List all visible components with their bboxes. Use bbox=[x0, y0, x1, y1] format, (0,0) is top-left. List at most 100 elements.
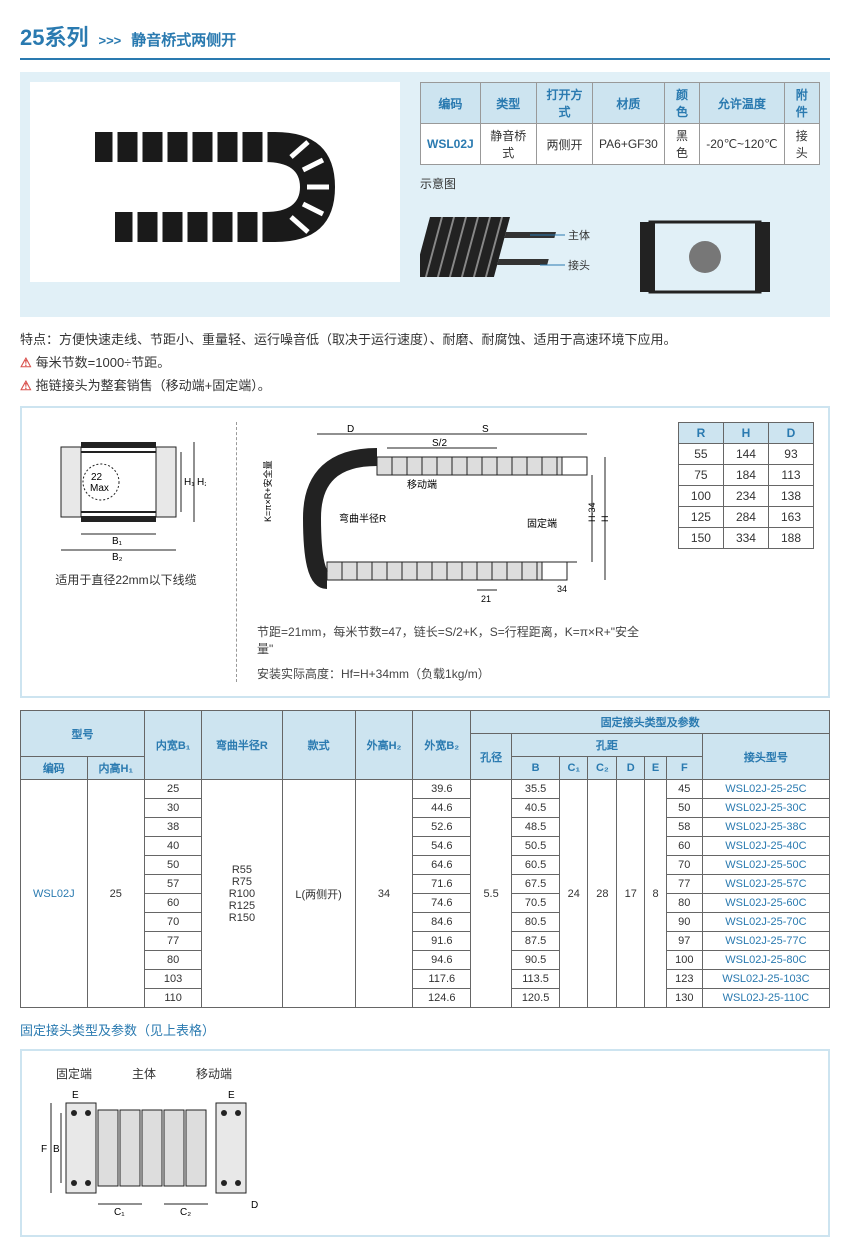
connector-top-view: EE F B C₁ C₂ D bbox=[36, 1088, 286, 1218]
diagram-labels: 固定端 主体 移动端 bbox=[36, 1065, 286, 1082]
svg-text:H: H bbox=[600, 516, 610, 523]
svg-text:E: E bbox=[228, 1090, 235, 1101]
table-cell: WSL02J-25-38C bbox=[702, 818, 829, 837]
table-cell: 60.5 bbox=[512, 856, 560, 875]
table-cell: E bbox=[645, 757, 667, 780]
table-cell: 编码 bbox=[21, 757, 88, 780]
table-cell: 弯曲半径R bbox=[202, 711, 282, 780]
table-cell: 64.6 bbox=[413, 856, 471, 875]
table-cell: 44.6 bbox=[413, 799, 471, 818]
table-cell: 型号 bbox=[21, 711, 145, 757]
svg-text:弯曲半径R: 弯曲半径R bbox=[339, 512, 386, 525]
schematic-label: 示意图 bbox=[420, 175, 820, 192]
table-cell: WSL02J-25-25C bbox=[702, 780, 829, 799]
table-cell: 80 bbox=[144, 951, 201, 970]
spec-col-header: 附件 bbox=[784, 83, 819, 124]
table-cell: 110 bbox=[144, 989, 201, 1008]
table-cell: 39.6 bbox=[413, 780, 471, 799]
table-cell: WSL02J-25-30C bbox=[702, 799, 829, 818]
table-cell: 款式 bbox=[282, 711, 355, 780]
table-cell: 50 bbox=[144, 856, 201, 875]
spec-cell: 静音桥式 bbox=[480, 124, 536, 165]
warning-note-2: ⚠拖链接头为整套销售（移动端+固定端）。 bbox=[20, 375, 830, 394]
table-cell: 54.6 bbox=[413, 837, 471, 856]
spec-cell: 两侧开 bbox=[536, 124, 592, 165]
warning-icon: ⚠ bbox=[20, 378, 32, 393]
table-cell: 117.6 bbox=[413, 970, 471, 989]
connector-diagram: 固定端 主体 移动端 EE F B C₁ C₂ D bbox=[20, 1049, 830, 1237]
table-cell: L(两侧开) bbox=[282, 780, 355, 1008]
table-cell: 100 bbox=[666, 951, 702, 970]
table-cell: 35.5 bbox=[512, 780, 560, 799]
svg-text:F: F bbox=[41, 1144, 47, 1155]
table-cell: 固定接头类型及参数 bbox=[471, 711, 830, 734]
spec-col-header: 颜色 bbox=[664, 83, 699, 124]
table-cell: 113.5 bbox=[512, 970, 560, 989]
table-cell: WSL02J-25-77C bbox=[702, 932, 829, 951]
table-cell: 67.5 bbox=[512, 875, 560, 894]
table-cell: 60 bbox=[666, 837, 702, 856]
svg-text:D: D bbox=[347, 424, 354, 435]
table-cell: 24 bbox=[560, 780, 588, 1008]
table-cell: 40 bbox=[144, 837, 201, 856]
table-cell: 内宽B₁ bbox=[144, 711, 201, 780]
svg-text:B₂: B₂ bbox=[112, 552, 123, 562]
table-cell: 外高H₂ bbox=[355, 711, 413, 780]
table-cell: 80.5 bbox=[512, 913, 560, 932]
dimension-section: 22Max H₁ H₂ B₁ B₂ 适用于直径22mm以下线缆 D S S/2 … bbox=[20, 406, 830, 698]
footer-note: 固定接头类型及参数（见上表格） bbox=[20, 1020, 830, 1039]
svg-text:22: 22 bbox=[91, 472, 103, 483]
table-cell: 孔距 bbox=[512, 734, 703, 757]
table-cell: 87.5 bbox=[512, 932, 560, 951]
table-cell: 70 bbox=[144, 913, 201, 932]
table-cell: WSL02J-25-57C bbox=[702, 875, 829, 894]
spec-col-header: 类型 bbox=[480, 83, 536, 124]
spec-col-header: 编码 bbox=[421, 83, 481, 124]
table-cell: 50.5 bbox=[512, 837, 560, 856]
table-cell: 25 bbox=[144, 780, 201, 799]
table-cell: 50 bbox=[666, 799, 702, 818]
table-cell: WSL02J-25-60C bbox=[702, 894, 829, 913]
table-cell: WSL02J-25-40C bbox=[702, 837, 829, 856]
table-cell: 74.6 bbox=[413, 894, 471, 913]
table-cell: 5.5 bbox=[471, 780, 512, 1008]
table-cell: 103 bbox=[144, 970, 201, 989]
svg-text:固定端: 固定端 bbox=[527, 517, 557, 530]
table-cell: 80 bbox=[666, 894, 702, 913]
table-cell: WSL02J-25-70C bbox=[702, 913, 829, 932]
table-cell: WSL02J-25-50C bbox=[702, 856, 829, 875]
table-cell: 94.6 bbox=[413, 951, 471, 970]
cross-section-diagram: 22Max H₁ H₂ B₁ B₂ 适用于直径22mm以下线缆 bbox=[36, 422, 216, 588]
svg-text:21: 21 bbox=[481, 594, 491, 604]
warning-note-1: ⚠每米节数=1000÷节距。 bbox=[20, 352, 830, 371]
svg-text:H-34: H-34 bbox=[587, 502, 597, 522]
svg-text:B₁: B₁ bbox=[112, 536, 123, 547]
table-cell: 84.6 bbox=[413, 913, 471, 932]
table-cell: C₂ bbox=[588, 757, 617, 780]
table-cell: D bbox=[617, 757, 645, 780]
svg-text:K=π×R+安全量: K=π×R+安全量 bbox=[262, 461, 273, 522]
top-info-panel: 编码类型打开方式材质颜色允许温度附件 WSL02J静音桥式两侧开PA6+GF30… bbox=[20, 72, 830, 317]
dim-note-1: 节距=21mm，每米节数=47，链长=S/2+K，S=行程距离，K=π×R+"安… bbox=[257, 623, 648, 657]
warning-icon: ⚠ bbox=[20, 355, 32, 370]
table-cell: 52.6 bbox=[413, 818, 471, 837]
svg-text:C₁: C₁ bbox=[114, 1207, 125, 1218]
spec-cell: 黑色 bbox=[664, 124, 699, 165]
main-parameter-table: 型号内宽B₁弯曲半径R款式外高H₂外宽B₂固定接头类型及参数孔径孔距接头型号编码… bbox=[20, 710, 830, 1008]
table-cell: 97 bbox=[666, 932, 702, 951]
table-cell: 124.6 bbox=[413, 989, 471, 1008]
spec-col-header: 材质 bbox=[593, 83, 665, 124]
svg-text:接头: 接头 bbox=[568, 259, 590, 272]
table-cell: 45 bbox=[666, 780, 702, 799]
table-cell: 34 bbox=[355, 780, 413, 1008]
table-cell: 48.5 bbox=[512, 818, 560, 837]
table-cell: R55 R75 R100 R125 R150 bbox=[202, 780, 282, 1008]
spec-cell: -20℃~120℃ bbox=[700, 124, 784, 165]
table-cell: 77 bbox=[666, 875, 702, 894]
table-cell: 90 bbox=[666, 913, 702, 932]
dim-caption: 适用于直径22mm以下线缆 bbox=[36, 571, 216, 588]
series-label: 25系列 bbox=[20, 20, 88, 52]
svg-text:Max: Max bbox=[90, 483, 109, 494]
table-cell: 60 bbox=[144, 894, 201, 913]
spec-col-header: 打开方式 bbox=[536, 83, 592, 124]
